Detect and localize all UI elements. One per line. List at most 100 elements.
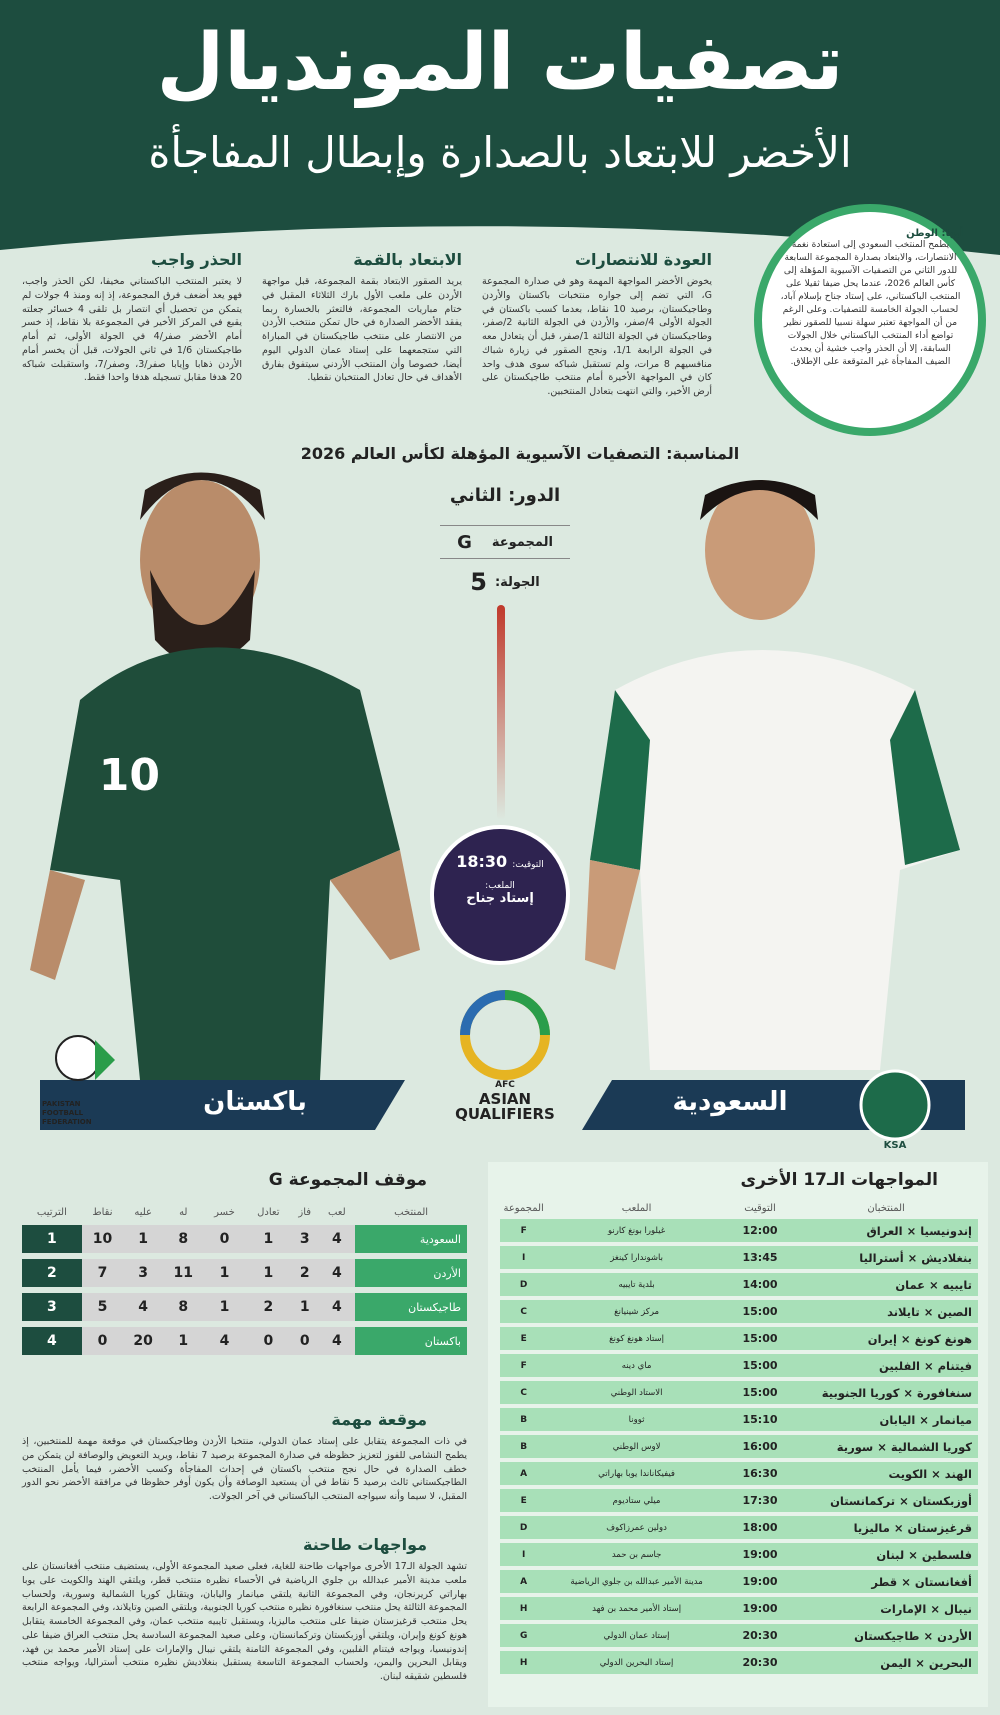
column: العودة للانتصارات يخوض الأخضر المواجهة ال… xyxy=(482,250,712,399)
group-cell: F xyxy=(500,1354,548,1377)
away-badge: KSA xyxy=(883,1140,907,1151)
time-cell: 20:30 xyxy=(725,1624,795,1647)
stat-cell: 4 xyxy=(318,1225,356,1253)
teams-cell: أوزبكستان × تركمانستان xyxy=(794,1489,978,1512)
time-cell: 19:00 xyxy=(725,1570,795,1593)
venue-cell: باشوندارا كينغز xyxy=(547,1246,726,1269)
header-cell: عليه xyxy=(134,1207,152,1218)
standings: موقف المجموعة G المنتخب لعب فاز تعادل خسر له ع… xyxy=(22,1170,467,1361)
time-cell: 14:00 xyxy=(725,1273,795,1296)
group-cell: A xyxy=(500,1570,548,1593)
fixtures-table: المنتخبان التوقيت الملعب المجموعة إندونيسيا … xyxy=(500,1198,978,1678)
fixture-row: بنغلاديش × أستراليا 13:45 باشوندارا كينغز I xyxy=(500,1246,978,1269)
teams-cell: الهند × الكويت xyxy=(794,1462,978,1485)
group-cell: C xyxy=(500,1381,548,1404)
teams-cell: البحرين × اليمن xyxy=(794,1651,978,1674)
teams-cell: هونغ كونغ × إيران xyxy=(794,1327,978,1350)
fixture-row: الأردن × طاجيكستان 20:30 إستاد عمان الدولي… xyxy=(500,1624,978,1647)
time-cell: 19:00 xyxy=(725,1543,795,1566)
header-cell: له xyxy=(179,1207,188,1218)
venue-label: الملعب: xyxy=(485,881,515,891)
stat-cell: 3 xyxy=(291,1225,319,1253)
stat-cell: 1 xyxy=(163,1327,204,1355)
teams-cell: الأردن × طاجيكستان xyxy=(794,1624,978,1647)
stat-cell: 7 xyxy=(81,1259,124,1287)
column-text: يخوض الأخضر المواجهة المهمة وهو في صدارة… xyxy=(482,276,713,398)
header-cell: التوقيت xyxy=(744,1203,776,1214)
stat-cell: 0 xyxy=(291,1327,319,1355)
header-cell: نقاط xyxy=(92,1207,113,1218)
stat-cell: 11 xyxy=(163,1259,204,1287)
fixture-row: فيتنام × الفلبين 15:00 ماي دينه F xyxy=(500,1354,978,1377)
group-cell: F xyxy=(500,1219,548,1242)
team-cell: السعودية xyxy=(355,1225,467,1253)
stat-cell: 4 xyxy=(318,1259,356,1287)
time-cell: 15:00 xyxy=(725,1300,795,1323)
venue-cell: إستاد هونغ كونغ xyxy=(547,1327,726,1350)
standings-row: طاجيكستان 4 1 2 1 8 4 5 3 xyxy=(22,1293,467,1321)
stat-cell: 1 xyxy=(245,1225,292,1253)
time-cell: 16:00 xyxy=(725,1435,795,1458)
venue-cell: ميلي ستاديوم xyxy=(547,1489,726,1512)
stat-cell: 2 xyxy=(22,1259,82,1287)
column-title: العودة للانتصارات xyxy=(574,250,712,269)
note: موقعة مهمة في ذات المجموعة يتقابل على إست… xyxy=(22,1410,467,1504)
venue-cell: ماي دينه xyxy=(547,1354,726,1377)
note: مواجهات طاحنة تشهد الجولة الـ17 الأخرى مو… xyxy=(22,1535,467,1684)
stat-cell: 4 xyxy=(318,1327,356,1355)
time-label: التوقيت: xyxy=(512,860,544,870)
stat-cell: 3 xyxy=(22,1293,82,1321)
stat-cell: 0 xyxy=(203,1225,246,1253)
stat-cell: 2 xyxy=(245,1293,292,1321)
matchday-label: الجولة: xyxy=(494,574,540,590)
matchday-box: الجولة: 5 xyxy=(440,568,570,596)
fixture-row: نيبال × الإمارات 19:00 إستاد الأمير محمد ب… xyxy=(500,1597,978,1620)
teams-cell: الصين × تايلاند xyxy=(794,1300,978,1323)
stat-cell: 3 xyxy=(123,1259,164,1287)
venue-cell: جاسم بن حمد xyxy=(547,1543,726,1566)
standings-row: السعودية 4 3 1 0 8 1 10 1 xyxy=(22,1225,467,1253)
teams-cell: نيبال × الإمارات xyxy=(794,1597,978,1620)
teams-cell: فلسطين × لبنان xyxy=(794,1543,978,1566)
time-cell: 12:00 xyxy=(725,1219,795,1242)
group: G xyxy=(457,531,472,553)
venue: إستاد جناح xyxy=(466,891,534,906)
stat-cell: 4 xyxy=(203,1327,246,1355)
time-cell: 15:00 xyxy=(725,1381,795,1404)
venue-cell: فيفيكاناندا يوبا بهاراتي xyxy=(547,1462,726,1485)
fixture-row: كوريا الشمالية × سورية 16:00 لاوس الوطني B xyxy=(500,1435,978,1458)
author: أبها: الوطن xyxy=(906,228,963,239)
group-cell: E xyxy=(500,1489,548,1512)
header-cell: المجموعة xyxy=(503,1203,544,1214)
note-title: موقعة مهمة xyxy=(331,1410,427,1429)
group-box: المجموعة G xyxy=(440,525,570,559)
group-label: المجموعة xyxy=(491,534,553,550)
venue-cell: إستاد البحرين الدولي xyxy=(547,1651,726,1674)
intro-text: يطمح المنتخب السعودي إلى استعادة نغمة ال… xyxy=(780,240,961,368)
team-cell: الأردن xyxy=(355,1259,467,1287)
venue-cell: لاوس الوطني xyxy=(547,1435,726,1458)
venue-cell: الاستاد الوطني xyxy=(547,1381,726,1404)
time-cell: 15:00 xyxy=(725,1327,795,1350)
teams-cell: تايبيه × عمان xyxy=(794,1273,978,1296)
fixtures: المواجهات الـ17 الأخرى المنتخبان التوقيت ا… xyxy=(500,1170,978,1678)
teams-cell: أفغانستان × قطر xyxy=(794,1570,978,1593)
group-cell: B xyxy=(500,1408,548,1431)
header-row: المنتخبان التوقيت الملعب المجموعة xyxy=(500,1202,978,1215)
note-text: في ذات المجموعة يتقابل على إستاد عمان ال… xyxy=(22,1436,468,1503)
fixture-row: هونغ كونغ × إيران 15:00 إستاد هونغ كونغ E xyxy=(500,1327,978,1350)
fixture-row: أفغانستان × قطر 19:00 مدينة الأمير عبدالله… xyxy=(500,1570,978,1593)
home-badge: PAKISTAN FOOTBALL FEDERATION xyxy=(42,1100,92,1127)
column-text: لا يعتبر المنتخب الباكستاني مخيفا، لكن ا… xyxy=(22,276,243,384)
venue-cell: ثوونا xyxy=(547,1408,726,1431)
header-cell: المنتخبان xyxy=(867,1203,905,1214)
venue-cell: إستاد الأمير محمد بن فهد xyxy=(547,1597,726,1620)
standings-table: المنتخب لعب فاز تعادل خسر له عليه نقاط الترتيب ال… xyxy=(22,1200,467,1361)
header-row: المنتخب لعب فاز تعادل خسر له عليه نقاط الترتيب xyxy=(22,1206,467,1219)
note-title: مواجهات طاحنة xyxy=(302,1535,427,1554)
away-team: السعودية xyxy=(672,1087,788,1117)
time-cell: 17:30 xyxy=(725,1489,795,1512)
fixture-row: ميانمار × اليابان 15:10 ثوونا B xyxy=(500,1408,978,1431)
group-cell: B xyxy=(500,1435,548,1458)
